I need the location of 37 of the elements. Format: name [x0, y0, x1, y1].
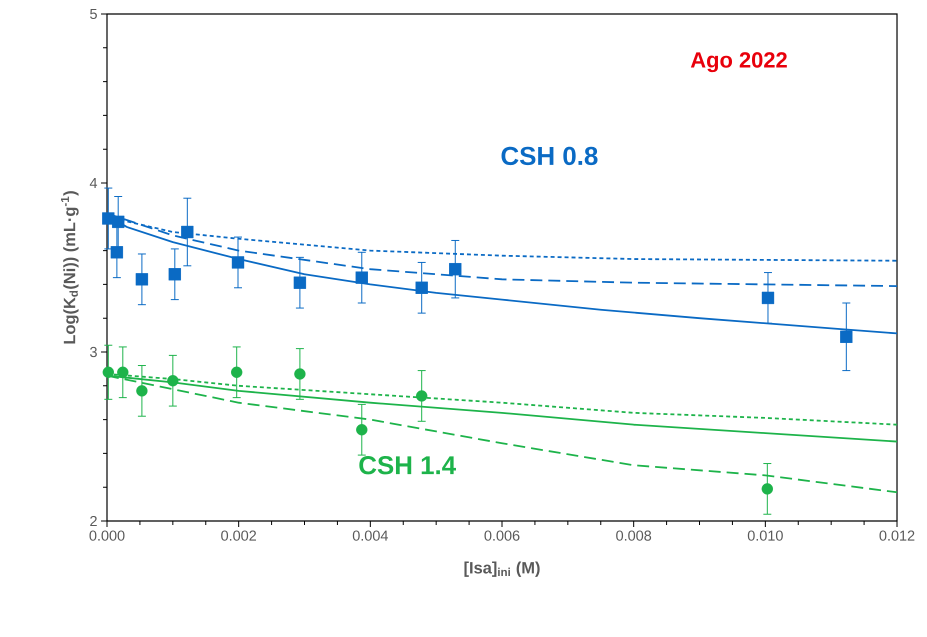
point [136, 273, 148, 286]
x-axis-title: [Isa]$_{ini}$ (M) [464, 562, 540, 577]
point [416, 390, 428, 402]
point [294, 276, 306, 289]
point [102, 366, 114, 378]
x-tick-label: 0.004 [352, 530, 388, 541]
x-tick-label: 0.010 [748, 530, 783, 541]
point [840, 330, 852, 343]
point [168, 268, 181, 280]
point [416, 282, 428, 294]
point [231, 366, 242, 378]
y-axis-title: Log(K$_{d}$(Ni)) (mL·g$^{-1}$) [61, 191, 79, 344]
point [294, 368, 306, 380]
y-tick-label: 3 [90, 346, 97, 358]
point [449, 263, 462, 276]
x-tick-label: 0.002 [221, 530, 256, 541]
series-label: CSH 1.4 [359, 456, 456, 474]
annotation: Ago 2022 [690, 52, 787, 72]
x-tick-label: 0.000 [89, 530, 125, 541]
point [110, 246, 124, 258]
y-tick-label: 2 [90, 516, 97, 526]
point [112, 216, 124, 228]
point [167, 375, 179, 386]
point [232, 256, 244, 269]
y-tick-label: 4 [90, 178, 98, 188]
point [356, 424, 368, 436]
y-tick-label: 5 [90, 8, 97, 20]
point [762, 292, 774, 304]
point [117, 366, 128, 378]
point [136, 385, 148, 397]
x-tick-label: 0.008 [616, 530, 652, 541]
point [356, 271, 368, 284]
point [181, 226, 194, 238]
x-tick-label: 0.012 [880, 530, 914, 541]
point [762, 483, 773, 495]
text: CSH 0.8 [502, 146, 598, 166]
x-tick-label: 0.006 [484, 530, 520, 541]
